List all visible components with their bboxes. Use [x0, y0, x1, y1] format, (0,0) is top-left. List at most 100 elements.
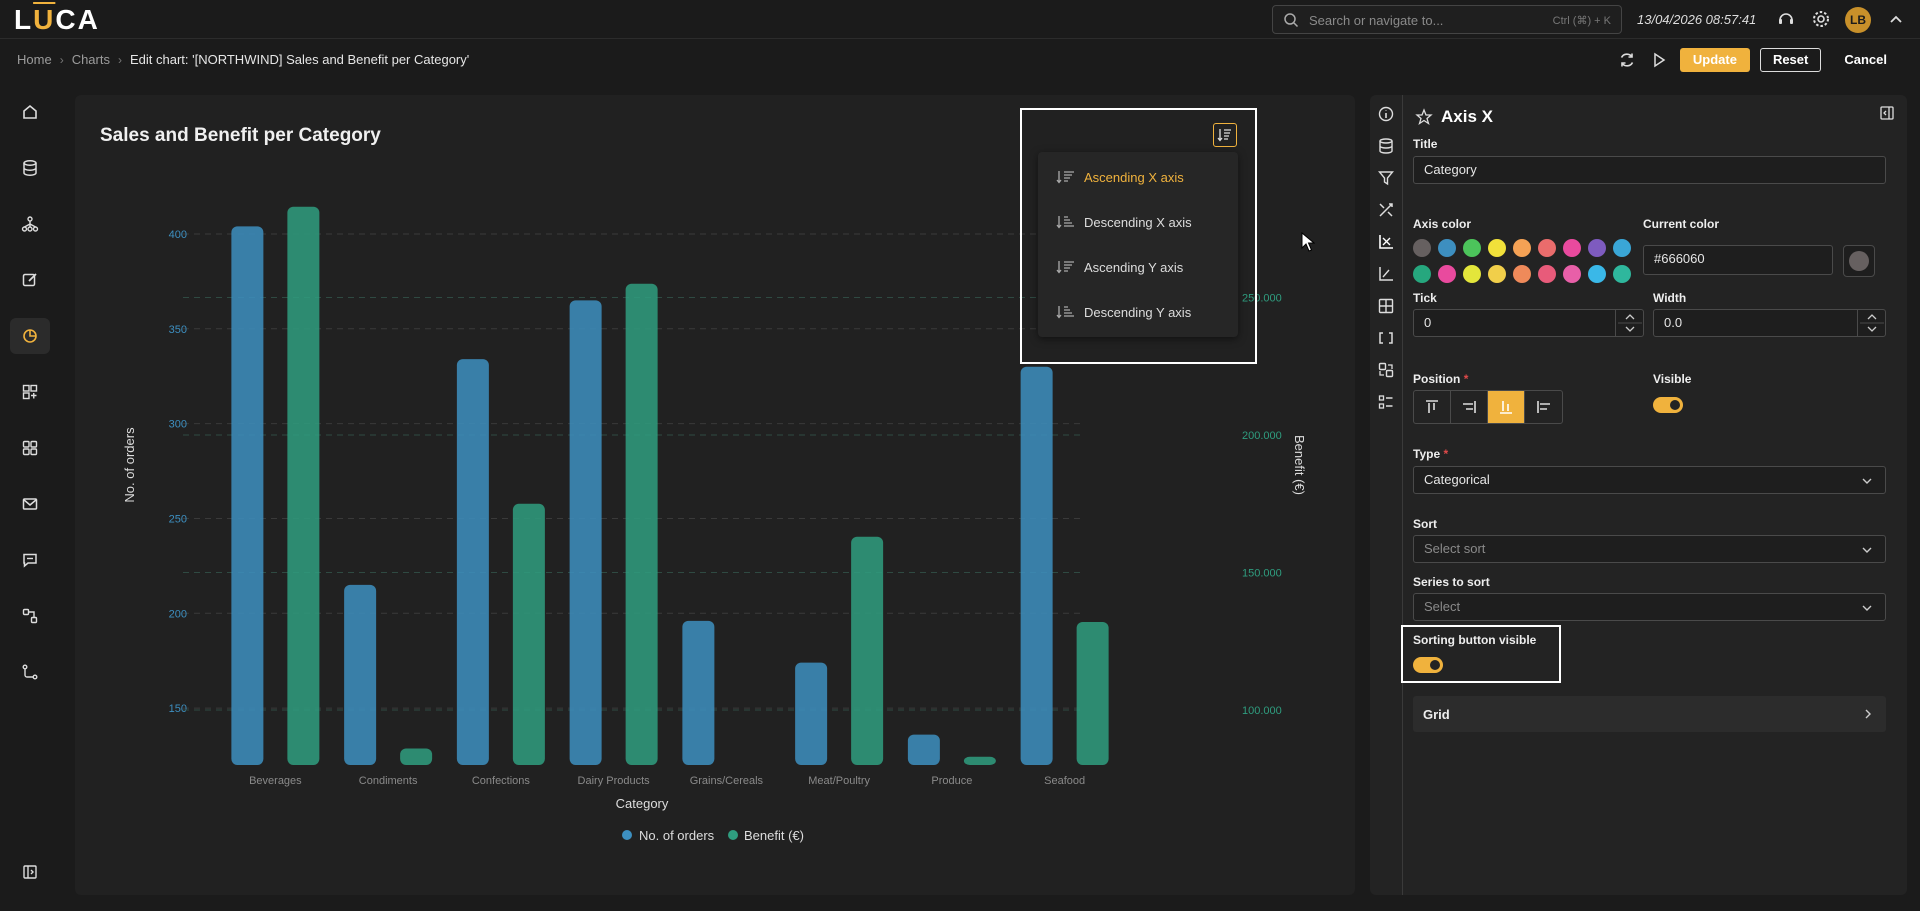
stepper-arrows-icon [1618, 314, 1642, 332]
gear-icon[interactable] [1811, 9, 1831, 29]
align-bottom-icon [1500, 401, 1512, 414]
y-right-tick-label: 200.000 [1242, 430, 1282, 442]
color-swatch[interactable] [1488, 265, 1506, 283]
position-left-button[interactable] [1525, 391, 1562, 423]
color-swatch[interactable] [1613, 239, 1631, 257]
cancel-button[interactable]: Cancel [1831, 48, 1900, 72]
current-color-label: Current color [1643, 217, 1720, 231]
color-swatch[interactable] [1488, 239, 1506, 257]
sort-placeholder: Select sort [1424, 541, 1486, 556]
title-field[interactable]: Category [1413, 156, 1886, 184]
grid-section[interactable]: Grid [1413, 696, 1886, 732]
play-icon[interactable] [1648, 49, 1670, 71]
color-swatch[interactable] [1588, 265, 1606, 283]
sidebar-item-dashboards[interactable] [10, 374, 50, 410]
type-label: Type * [1413, 447, 1449, 461]
sidebar-item-editor[interactable] [10, 262, 50, 298]
route-icon [22, 664, 38, 680]
color-swatch[interactable] [1463, 239, 1481, 257]
color-swatch[interactable] [1463, 265, 1481, 283]
bar-benefit [287, 206, 320, 765]
bar-orders [456, 359, 489, 765]
color-swatch[interactable] [1613, 265, 1631, 283]
sidebar-item-charts[interactable] [10, 318, 50, 354]
filter-icon[interactable] [1377, 169, 1395, 187]
luca-logo[interactable]: LUCA [14, 4, 100, 35]
sidebar-item-workflows[interactable] [10, 598, 50, 634]
sidebar-item-messages[interactable] [10, 542, 50, 578]
axis-y-icon[interactable] [1377, 265, 1395, 283]
bar-benefit [625, 283, 658, 765]
search-input[interactable]: Search or navigate to... Ctrl (⌘) + K [1272, 5, 1622, 34]
color-picker-button[interactable] [1843, 245, 1875, 277]
list-icon[interactable] [1377, 393, 1395, 411]
sort-menu-item[interactable]: Ascending X axis [1056, 167, 1184, 187]
axis-x-icon[interactable] [1377, 233, 1395, 251]
star-icon[interactable] [1415, 108, 1433, 126]
sort-button[interactable] [1213, 123, 1237, 147]
sidebar-item-mail[interactable] [10, 486, 50, 522]
grid-icon [22, 440, 38, 456]
color-swatch[interactable] [1538, 239, 1556, 257]
sidebar-item-routes[interactable] [10, 654, 50, 690]
sorting-button-visible-toggle[interactable] [1413, 657, 1443, 673]
layout-icon[interactable] [1377, 297, 1395, 315]
color-swatch[interactable] [1538, 265, 1556, 283]
chevron-down-icon [1862, 547, 1872, 553]
breadcrumb-separator-icon: › [117, 52, 122, 67]
chat-icon [23, 553, 37, 568]
bar-benefit [512, 503, 545, 765]
sync-icon[interactable] [1377, 361, 1395, 379]
sort-menu-item[interactable]: Descending X axis [1056, 212, 1192, 232]
chevron-up-icon[interactable] [1886, 9, 1906, 29]
sidebar-item-datasources[interactable] [10, 150, 50, 186]
current-color-field[interactable]: #666060 [1643, 245, 1833, 275]
tools-icon[interactable] [1377, 201, 1395, 219]
edit-icon [22, 273, 37, 287]
sidebar-item-home[interactable] [10, 94, 50, 130]
breadcrumb-home[interactable]: Home [17, 52, 52, 67]
update-button[interactable]: Update [1679, 48, 1750, 72]
database-icon[interactable] [1377, 137, 1395, 155]
width-input[interactable]: 0.0 [1653, 309, 1886, 337]
type-select[interactable]: Categorical [1413, 466, 1886, 494]
refresh-icon[interactable] [1616, 49, 1638, 71]
color-swatch[interactable] [1588, 239, 1606, 257]
search-icon [1284, 13, 1299, 28]
position-bottom-button[interactable] [1488, 391, 1525, 423]
color-swatch[interactable] [1438, 239, 1456, 257]
sort-select[interactable]: Select sort [1413, 535, 1886, 563]
sidebar-item-models[interactable] [10, 206, 50, 242]
sidebar-collapse[interactable] [10, 854, 50, 890]
tick-stepper[interactable] [1615, 310, 1643, 336]
visible-toggle[interactable] [1653, 397, 1683, 413]
color-swatch[interactable] [1513, 239, 1531, 257]
series-sort-select[interactable]: Select [1413, 593, 1886, 621]
color-swatch[interactable] [1413, 265, 1431, 283]
brackets-icon[interactable] [1377, 329, 1395, 347]
avatar[interactable]: LB [1845, 7, 1871, 33]
collapse-panel-icon[interactable] [1879, 105, 1895, 121]
color-swatch[interactable] [1563, 265, 1581, 283]
sidebar-item-widgets[interactable] [10, 430, 50, 466]
tick-input[interactable]: 0 [1413, 309, 1644, 337]
position-right-button[interactable] [1451, 391, 1488, 423]
series-sort-label: Series to sort [1413, 575, 1490, 589]
sort-menu-item[interactable]: Ascending Y axis [1056, 257, 1183, 277]
color-swatch[interactable] [1513, 265, 1531, 283]
sort-icon [1056, 171, 1074, 184]
position-top-button[interactable] [1414, 391, 1451, 423]
breadcrumb-separator-icon: › [59, 52, 64, 67]
x-tick-label: Produce [931, 775, 972, 787]
color-swatch[interactable] [1563, 239, 1581, 257]
breadcrumb-charts[interactable]: Charts [71, 52, 110, 67]
color-swatch[interactable] [1413, 239, 1431, 257]
mouse-cursor-icon [1301, 232, 1315, 252]
color-swatch[interactable] [1438, 265, 1456, 283]
width-stepper[interactable] [1857, 310, 1885, 336]
support-icon[interactable] [1776, 9, 1796, 29]
reset-button[interactable]: Reset [1759, 48, 1822, 72]
sort-menu-item[interactable]: Descending Y axis [1056, 302, 1191, 322]
info-icon[interactable] [1377, 105, 1395, 123]
bar-orders [344, 584, 377, 765]
